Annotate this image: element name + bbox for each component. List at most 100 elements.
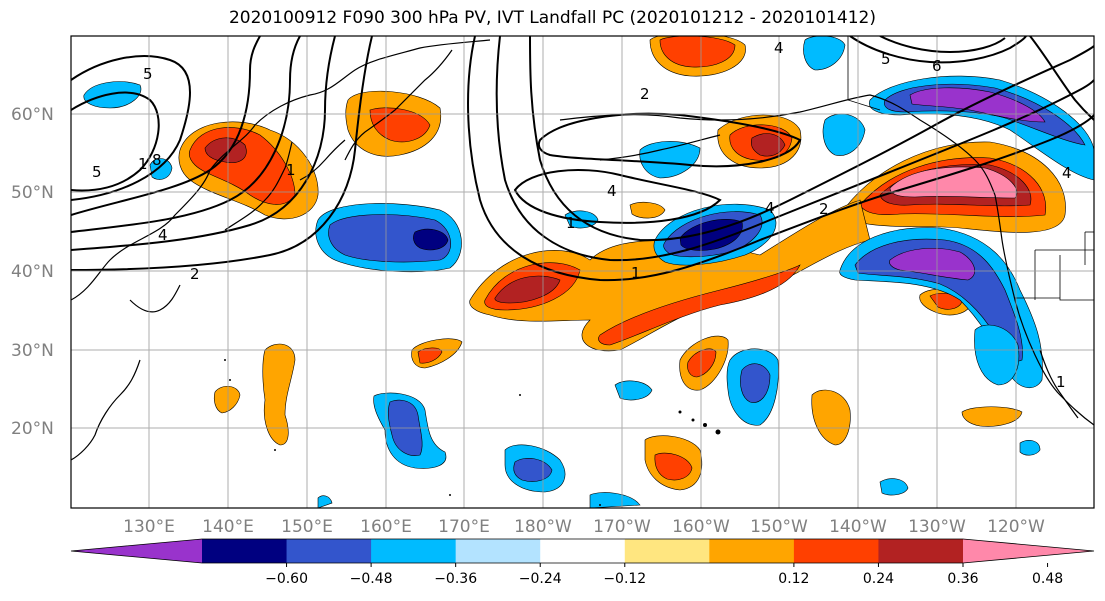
pv-contour	[529, 36, 1094, 242]
positive-anomaly-area	[961, 406, 1023, 427]
colorbar-segment	[709, 539, 795, 563]
colorbar-tick-label: −0.60	[265, 571, 308, 587]
negative-anomaly-area	[1019, 440, 1041, 456]
colorbar-tick-label: 0.36	[947, 571, 978, 587]
colorbar-segment	[540, 539, 626, 563]
negative-anomaly-area	[513, 457, 553, 482]
colorbar-segment	[793, 539, 879, 563]
negative-anomaly-area	[740, 363, 771, 403]
latitude-label: 60°N	[11, 105, 54, 125]
colorbar-tick-label: 0.24	[863, 571, 894, 587]
negative-anomaly-area	[83, 81, 142, 109]
map-title: 2020100912 F090 300 hPa PV, IVT Landfall…	[228, 8, 876, 28]
colorbar-segment	[202, 539, 288, 563]
pv-contour	[71, 91, 160, 192]
pv-contour	[1029, 36, 1094, 121]
contour-label: 5	[92, 163, 102, 181]
contour-labels: 5 5 8 1 2 4 2 4 1 4 4 1 2 6 5 4 1 1	[92, 39, 1072, 391]
gridlines	[71, 36, 1094, 508]
kamchatka-coastline	[344, 49, 453, 161]
colorbar-segment	[71, 539, 202, 563]
pv-contour	[467, 36, 1094, 282]
colorbar-segment	[963, 539, 1094, 563]
colorbar-tick-label: −0.12	[603, 571, 646, 587]
contour-label: 5	[881, 50, 891, 68]
baja-california	[1039, 349, 1079, 419]
longitude-label: 120°W	[987, 517, 1045, 537]
colorbar-segment	[624, 539, 710, 563]
longitude-label: 130°E	[123, 517, 175, 537]
pv-contour	[879, 36, 1006, 54]
pv-contour	[513, 169, 722, 224]
longitude-label: 160°E	[360, 517, 412, 537]
latitude-label: 40°N	[11, 262, 54, 282]
negative-anomaly-area	[639, 141, 701, 179]
aleutian-islands	[599, 134, 721, 161]
colorbar-segment	[455, 539, 541, 563]
longitude-labels: 130°E 140°E 150°E 160°E 170°E 180°W 170°…	[123, 517, 1045, 537]
pv-contour	[71, 55, 191, 201]
positive-anomaly-area	[417, 347, 443, 364]
contour-label: 1	[138, 155, 148, 173]
negative-anomaly-area	[149, 158, 173, 180]
contour-label: 6	[932, 57, 942, 75]
contour-label: 4	[765, 199, 775, 217]
colorbar-segment	[286, 539, 372, 563]
longitude-label: 160°W	[672, 517, 730, 537]
colorbar-tick-label: −0.24	[519, 571, 562, 587]
colorbar-segment	[878, 539, 964, 563]
longitude-label: 130°W	[908, 517, 966, 537]
map-frame	[70, 35, 1095, 509]
coastlines	[71, 39, 1094, 461]
colorbar-tick-label: 0.48	[1032, 571, 1063, 587]
korea-coastline	[129, 284, 181, 313]
negative-anomaly-area	[909, 87, 1046, 123]
pv-contour	[71, 36, 261, 216]
contour-label: 2	[640, 85, 650, 103]
colorbar	[70, 538, 1095, 564]
positive-anomaly-area	[654, 452, 693, 481]
pv-contour	[71, 36, 373, 271]
longitude-label: 180°W	[514, 517, 572, 537]
longitude-label: 170°E	[438, 517, 490, 537]
negative-anomaly-area	[413, 228, 449, 251]
china-coastline	[71, 359, 141, 461]
islands	[224, 359, 721, 506]
negative-anomaly-area	[614, 380, 653, 401]
pv-contour	[71, 36, 336, 251]
alaska-coastline	[559, 94, 996, 196]
colorbar-segment	[371, 539, 457, 563]
contour-label: 2	[190, 265, 200, 283]
contour-label: 5	[143, 65, 153, 83]
positive-anomaly-area	[262, 343, 296, 446]
shaded-anomalies	[83, 36, 1094, 508]
contour-label: 1	[631, 264, 641, 282]
colorbar-outline	[70, 538, 1095, 564]
latitude-label: 20°N	[11, 419, 54, 439]
longitude-label: 150°W	[750, 517, 808, 537]
negative-anomaly-area	[317, 495, 333, 508]
contour-label: 2	[819, 200, 829, 218]
colorbar-tick-label: −0.48	[350, 571, 393, 587]
negative-anomaly-area	[879, 478, 909, 496]
asia-coastline	[71, 39, 491, 301]
colorbar-ticks: −0.60 −0.48 −0.36 −0.24 −0.12 0.12 0.24 0.36 0.4…	[265, 563, 1063, 587]
positive-anomaly-area	[369, 107, 431, 143]
contour-label: 1	[286, 161, 296, 179]
positive-anomaly-area	[598, 264, 801, 346]
negative-anomaly-area	[974, 324, 1020, 386]
longitude-label: 170°W	[593, 517, 651, 537]
pv-contours	[71, 36, 1094, 282]
positive-anomaly-area	[750, 133, 786, 157]
pv-contour	[849, 36, 1027, 64]
negative-anomaly-area	[889, 247, 975, 281]
kuril-islands	[299, 139, 346, 181]
latitude-label: 50°N	[11, 183, 54, 203]
contour-label: 4	[1062, 164, 1072, 182]
contour-label: 4	[158, 226, 168, 244]
pv-contour	[495, 36, 1094, 262]
latitude-labels: 60°N 50°N 40°N 30°N 20°N	[11, 105, 54, 439]
pv-contour	[71, 36, 301, 233]
political-borders	[847, 36, 1094, 301]
